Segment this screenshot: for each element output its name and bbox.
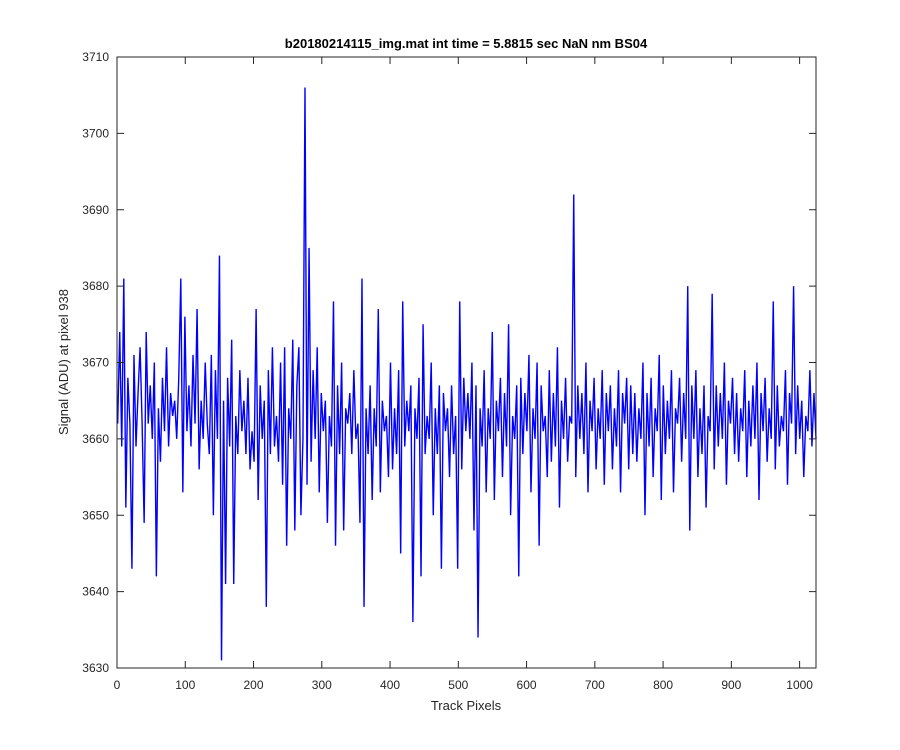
- x-tick-label: 0: [114, 678, 121, 692]
- x-tick-label: 300: [312, 678, 332, 692]
- axes-box: [116, 56, 817, 669]
- x-tick-label: 400: [380, 678, 400, 692]
- y-tick-label: 3710: [82, 50, 109, 64]
- series-layer: [116, 87, 817, 661]
- y-tick-label: 3700: [82, 126, 109, 140]
- y-axis-label: Signal (ADU) at pixel 938: [56, 289, 71, 435]
- x-tick-label: 900: [721, 678, 741, 692]
- x-tick-label: 800: [653, 678, 673, 692]
- tick-layer: 0 100 200 300 400 500 600 700 800 900 1000 3630 3640…: [82, 50, 816, 692]
- y-tick-label: 3690: [82, 203, 109, 217]
- y-tick-label: 3630: [82, 661, 109, 675]
- y-tick-label: 3670: [82, 356, 109, 370]
- x-tick-label: 100: [175, 678, 195, 692]
- chart-title: b20180214115_img.mat int time = 5.8815 s…: [285, 36, 648, 51]
- x-axis-label: Track Pixels: [431, 698, 502, 713]
- signal-series-line: [116, 87, 817, 661]
- x-tick-label: 600: [517, 678, 537, 692]
- x-tick-label: 500: [448, 678, 468, 692]
- y-tick-label: 3680: [82, 279, 109, 293]
- x-tick-label: 200: [244, 678, 264, 692]
- y-tick-label: 3650: [82, 508, 109, 522]
- y-tick-label: 3660: [82, 432, 109, 446]
- x-tick-label: 1000: [786, 678, 813, 692]
- y-tick-label: 3640: [82, 585, 109, 599]
- x-tick-label: 700: [585, 678, 605, 692]
